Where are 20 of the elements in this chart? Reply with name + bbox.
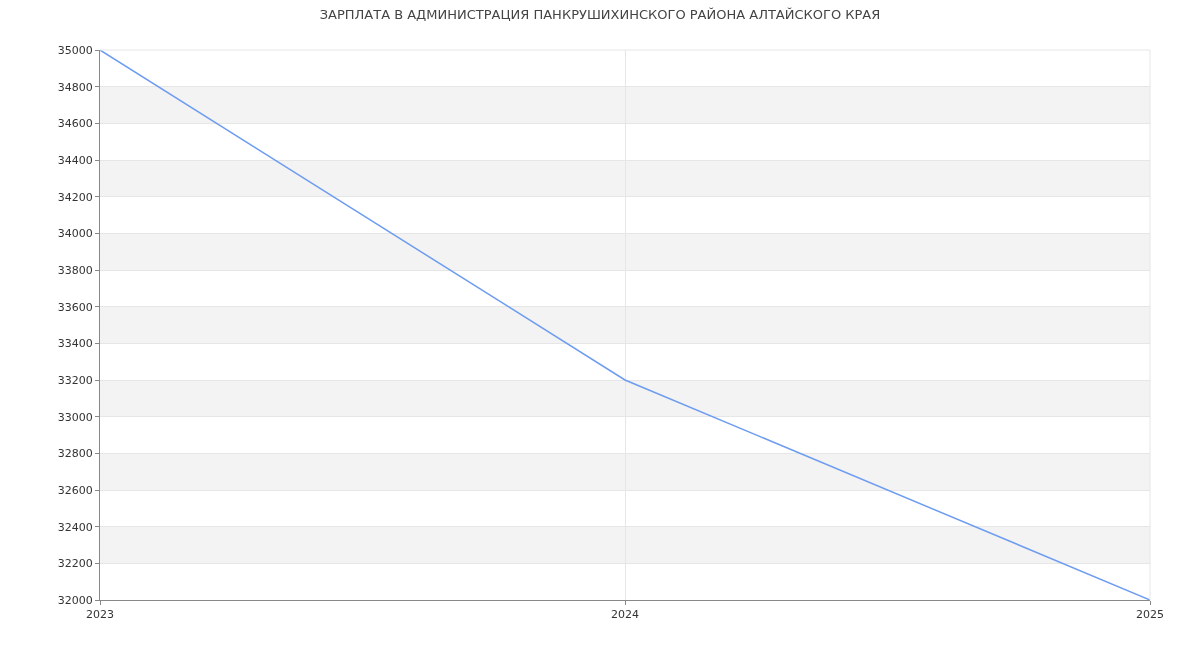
y-tick-label: 34000 xyxy=(57,227,93,241)
y-tick-label: 33600 xyxy=(57,300,93,314)
y-tick-label: 33000 xyxy=(57,410,93,424)
y-tick-label: 33200 xyxy=(57,373,93,387)
y-tick-label: 34200 xyxy=(57,190,93,204)
y-tick-label: 32400 xyxy=(57,520,93,534)
x-tick-label: 2025 xyxy=(1136,608,1164,622)
x-tick-label: 2024 xyxy=(611,608,639,622)
y-tick-label: 32200 xyxy=(57,557,93,571)
x-tick-label: 2023 xyxy=(86,608,114,622)
y-tick-label: 35000 xyxy=(57,43,93,57)
y-tick-label: 34400 xyxy=(57,153,93,167)
y-tick-label: 33800 xyxy=(57,263,93,277)
chart-title: ЗАРПЛАТА В АДМИНИСТРАЦИЯ ПАНКРУШИХИНСКОГО РАЙОНА АЛТАЙСКОГО КРАЯ xyxy=(319,6,881,22)
y-tick-label: 32800 xyxy=(57,447,93,461)
y-tick-label: 32600 xyxy=(57,483,93,497)
y-tick-label: 33400 xyxy=(57,337,93,351)
y-tick-label: 34600 xyxy=(57,117,93,131)
y-tick-label: 32000 xyxy=(57,593,93,607)
y-tick-label: 34800 xyxy=(57,80,93,94)
